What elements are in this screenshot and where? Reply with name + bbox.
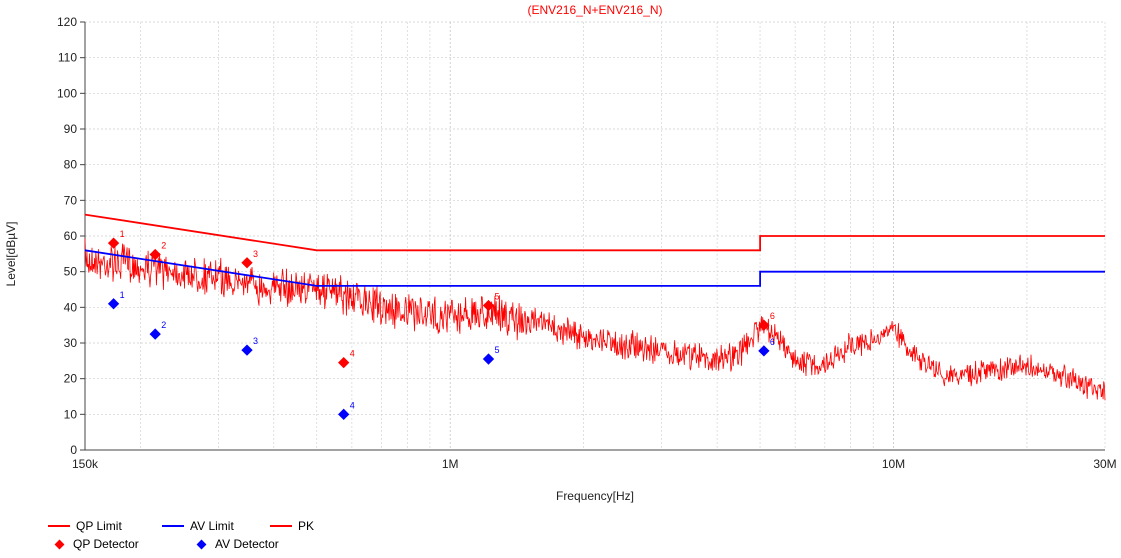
qp-detector-marker-1 (107, 237, 120, 249)
legend-swatch-pk (270, 525, 292, 527)
legend-item-av-detector: AV Detector (190, 537, 279, 551)
x-tick-label: 10M (882, 457, 905, 471)
y-tick-label: 40 (64, 300, 78, 314)
y-tick-label: 10 (64, 407, 78, 421)
y-tick-label: 90 (64, 122, 78, 136)
y-tick-label: 110 (58, 51, 77, 65)
y-tick-label: 60 (64, 229, 78, 243)
qp-detector-marker-label-3: 3 (253, 249, 258, 259)
series-qp-limit-line (84, 213, 1105, 252)
legend-swatch-av-limit (162, 525, 184, 527)
legend-swatch-qp-limit (48, 525, 70, 527)
x-axis-label: Frequency[Hz] (556, 489, 634, 503)
legend-item-qp-limit: QP Limit (48, 519, 122, 533)
y-tick-label: 0 (70, 443, 77, 457)
av-detector-marker-label-2: 2 (161, 320, 166, 330)
tick-labels: 0 10 20 30 40 50 60 70 80 90 100 110 120 150k 1M 10M 30M (57, 15, 1117, 471)
series-layer: 1 2 3 4 5 6 1 2 3 4 5 6 (84, 213, 1106, 420)
legend-swatch-qp-detector (54, 539, 65, 549)
chart-title: (ENV216_N+ENV216_N) (527, 3, 662, 17)
av-detector-marker-1 (107, 298, 120, 310)
av-detector-marker-4 (338, 408, 350, 420)
qp-detector-marker-4 (338, 356, 350, 369)
legend-item-av-limit: AV Limit (162, 519, 234, 533)
series-av-limit-line (84, 249, 1105, 287)
av-detector-marker-5 (482, 353, 495, 365)
av-detector-marker-6 (758, 345, 770, 357)
qp-detector-marker-3 (241, 257, 253, 269)
x-tick-label: 150k (72, 457, 99, 471)
qp-detector-marker-5 (482, 299, 495, 312)
legend-label-qp-limit: QP Limit (76, 519, 122, 533)
qp-detector-marker-6 (758, 319, 770, 331)
legend-swatch-av-detector (196, 539, 207, 549)
av-detector-marker-label-3: 3 (253, 336, 258, 346)
y-tick-label: 70 (64, 193, 78, 207)
legend-item-qp-detector: QP Detector (48, 537, 139, 551)
axes (80, 21, 1105, 451)
qp-detector-marker-label-1: 1 (120, 229, 125, 239)
qp-detector-marker-label-2: 2 (161, 241, 166, 251)
av-detector-marker-label-5: 5 (495, 345, 500, 355)
y-axis-label: Level[dBµV] (4, 222, 18, 287)
y-tick-label: 80 (64, 158, 78, 172)
qp-detector-marker-label-5: 5 (495, 292, 500, 302)
legend-label-av-detector: AV Detector (215, 537, 279, 551)
qp-detector-marker-label-4: 4 (350, 349, 355, 359)
y-tick-label: 120 (57, 15, 77, 29)
x-tick-label: 30M (1093, 457, 1116, 471)
y-tick-label: 20 (64, 372, 78, 386)
qp-detector-marker-2 (149, 248, 161, 261)
legend-item-pk: PK (270, 519, 314, 533)
av-detector-marker-label-6: 6 (770, 337, 775, 347)
av-detector-marker-label-1: 1 (120, 290, 125, 300)
y-tick-label: 50 (64, 265, 78, 279)
legend-label-pk: PK (298, 519, 315, 533)
av-detector-marker-2 (149, 328, 161, 340)
chart-legend: QP Limit AV Limit PK QP Detector AV Dete… (48, 519, 368, 555)
series-pk-line (84, 238, 1106, 401)
av-detector-marker-label-4: 4 (350, 400, 355, 410)
legend-label-qp-detector: QP Detector (73, 537, 139, 551)
qp-detector-marker-label-6: 6 (770, 311, 775, 321)
legend-label-av-limit: AV Limit (190, 519, 234, 533)
y-tick-label: 100 (57, 86, 77, 100)
x-tick-label: 1M (442, 457, 459, 471)
y-tick-label: 30 (64, 336, 78, 350)
av-detector-marker-3 (241, 344, 253, 356)
